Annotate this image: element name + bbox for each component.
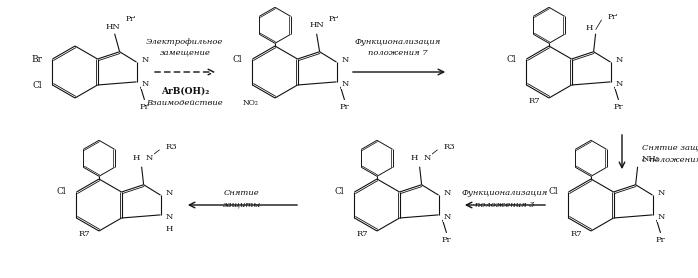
Text: R7: R7 xyxy=(570,230,582,238)
Text: N: N xyxy=(616,80,623,88)
Text: NO₂: NO₂ xyxy=(242,99,258,107)
Text: N: N xyxy=(341,56,349,64)
Text: N: N xyxy=(658,189,665,197)
Text: H: H xyxy=(585,24,593,32)
Text: Pr': Pr' xyxy=(329,15,339,23)
Text: N: N xyxy=(424,154,431,162)
Text: H: H xyxy=(410,154,417,162)
Text: Взаимодействие: Взаимодействие xyxy=(147,99,223,107)
Text: H: H xyxy=(132,154,140,162)
Text: N: N xyxy=(142,56,149,64)
Text: замещение: замещение xyxy=(160,49,210,57)
Text: Функционализация: Функционализация xyxy=(462,189,548,197)
Text: R7: R7 xyxy=(528,97,540,105)
Text: Pr: Pr xyxy=(442,236,452,244)
Text: N: N xyxy=(443,213,451,221)
Text: Cl: Cl xyxy=(57,187,66,197)
Text: Pr': Pr' xyxy=(126,15,136,23)
Text: R3: R3 xyxy=(444,143,455,151)
Text: N: N xyxy=(142,80,149,88)
Text: Pr: Pr xyxy=(655,236,665,244)
Text: Pr: Pr xyxy=(614,103,623,111)
Text: с положения 3: с положения 3 xyxy=(642,156,698,164)
Text: N: N xyxy=(165,189,173,197)
Text: R3: R3 xyxy=(165,143,177,151)
Text: N: N xyxy=(616,56,623,64)
Text: Pr': Pr' xyxy=(608,13,618,21)
Text: R7: R7 xyxy=(357,230,368,238)
Text: Br: Br xyxy=(31,54,43,63)
Text: Функционализация: Функционализация xyxy=(355,38,441,46)
Text: положения 7: положения 7 xyxy=(368,49,428,57)
Text: Снятие защиты: Снятие защиты xyxy=(642,144,698,152)
Text: Cl: Cl xyxy=(335,187,345,197)
Text: Снятие: Снятие xyxy=(224,189,260,197)
Text: Электрофильное: Электрофильное xyxy=(147,38,223,46)
Text: HN: HN xyxy=(105,23,120,31)
Text: N: N xyxy=(658,213,665,221)
Text: N: N xyxy=(165,213,173,221)
Text: N: N xyxy=(146,154,153,162)
Text: NH₂: NH₂ xyxy=(641,155,660,163)
Text: N: N xyxy=(341,80,349,88)
Text: Cl: Cl xyxy=(549,187,558,197)
Text: Pr: Pr xyxy=(140,103,149,111)
Text: Cl: Cl xyxy=(507,54,517,63)
Text: Cl: Cl xyxy=(233,54,242,63)
Text: защиты: защиты xyxy=(223,201,261,209)
Text: Pr: Pr xyxy=(340,103,349,111)
Text: ArB(OH)₂: ArB(OH)₂ xyxy=(161,86,209,96)
Text: H: H xyxy=(165,225,173,233)
Text: Cl: Cl xyxy=(33,81,43,90)
Text: HN: HN xyxy=(309,21,324,29)
Text: R7: R7 xyxy=(78,230,90,238)
Text: положения 3: положения 3 xyxy=(475,201,535,209)
Text: N: N xyxy=(443,189,451,197)
